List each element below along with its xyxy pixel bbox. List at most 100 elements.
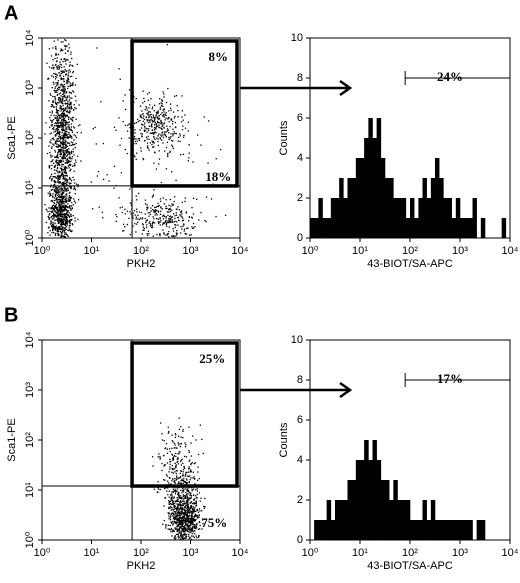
event-dot: [66, 102, 69, 104]
event-dot: [70, 92, 72, 94]
event-dot: [186, 227, 188, 230]
event-dot: [49, 119, 52, 121]
event-dot: [65, 128, 67, 130]
event-dot: [175, 533, 178, 536]
event-dot: [69, 64, 71, 66]
event-dot: [143, 124, 145, 126]
event-dot: [152, 216, 154, 218]
event-dot: [135, 195, 137, 197]
event-dot: [69, 102, 71, 104]
event-dot: [188, 491, 191, 494]
event-dot: [61, 131, 63, 134]
event-dot: [171, 499, 174, 501]
event-dot: [60, 220, 63, 222]
event-dot: [63, 213, 65, 215]
event-dot: [60, 78, 62, 81]
bin: [468, 520, 473, 540]
event-dot: [51, 211, 53, 213]
event-dot: [180, 535, 182, 537]
event-dot: [53, 214, 55, 216]
event-dot: [61, 125, 64, 127]
event-dot: [60, 206, 62, 209]
event-dot: [60, 225, 63, 227]
event-dot: [56, 104, 58, 106]
event-dot: [138, 139, 141, 142]
event-dot: [176, 524, 179, 526]
event-dot: [56, 228, 58, 230]
event-dot: [169, 215, 172, 217]
event-dot: [177, 498, 179, 501]
event-dot: [61, 128, 64, 130]
event-dot: [59, 97, 61, 99]
event-dot: [55, 203, 57, 206]
event-dot: [59, 87, 61, 89]
event-dot: [157, 491, 159, 494]
event-dot: [57, 137, 59, 140]
event-dot: [56, 128, 58, 130]
event-dot: [172, 457, 174, 460]
event-dot: [59, 134, 61, 136]
event-dot: [175, 490, 177, 492]
event-dot: [152, 133, 155, 135]
event-dot: [152, 132, 154, 134]
event-dot: [180, 121, 183, 123]
event-dot: [69, 224, 71, 227]
event-dot: [173, 447, 175, 449]
event-dot: [180, 497, 182, 499]
event-dot: [65, 91, 68, 93]
event-dot: [160, 120, 162, 122]
event-dot: [176, 500, 178, 502]
event-dot: [68, 212, 70, 214]
event-dot: [56, 170, 58, 172]
event-dot: [149, 213, 151, 216]
event-dot: [65, 152, 68, 154]
event-dot: [55, 207, 57, 209]
event-dot: [62, 183, 64, 185]
event-dot: [176, 493, 179, 495]
event-dot: [196, 514, 198, 517]
event-dot: [169, 458, 171, 461]
event-dot: [180, 527, 182, 529]
event-dot: [139, 129, 141, 131]
event-dot: [197, 516, 200, 518]
bin: [418, 520, 423, 540]
event-dot: [184, 481, 186, 483]
event-dot: [137, 218, 139, 220]
event-dot: [59, 175, 61, 178]
event-dot: [60, 64, 63, 66]
event-dot: [65, 59, 67, 61]
x-tick-label: 10¹: [84, 547, 100, 559]
event-dot: [54, 101, 57, 103]
event-dot: [167, 482, 170, 484]
event-dot: [68, 121, 70, 123]
event-dot: [184, 127, 187, 129]
event-dot: [171, 464, 174, 467]
event-dot: [53, 83, 55, 85]
event-dot: [180, 522, 183, 524]
event-dot: [194, 483, 196, 485]
event-dot: [174, 444, 176, 446]
event-dot: [166, 141, 168, 144]
event-dot: [68, 99, 71, 101]
event-dot: [173, 502, 176, 505]
event-dot: [158, 121, 160, 124]
event-dot: [198, 508, 201, 510]
event-dot: [188, 515, 190, 517]
gate-percent: 18%: [205, 169, 231, 184]
event-dot: [71, 156, 74, 158]
event-dot: [64, 60, 66, 62]
event-dot: [68, 207, 71, 209]
event-dot: [189, 531, 191, 534]
event-dot: [178, 511, 180, 513]
event-dot: [61, 221, 63, 223]
event-dot: [54, 117, 56, 119]
event-dot: [194, 497, 196, 500]
event-dot: [181, 507, 183, 509]
event-dot: [151, 123, 153, 125]
event-dot: [190, 528, 193, 530]
event-dot: [64, 214, 66, 216]
event-dot: [190, 538, 193, 541]
event-dot: [170, 509, 172, 511]
event-dot: [186, 512, 188, 514]
event-dot: [215, 215, 217, 218]
